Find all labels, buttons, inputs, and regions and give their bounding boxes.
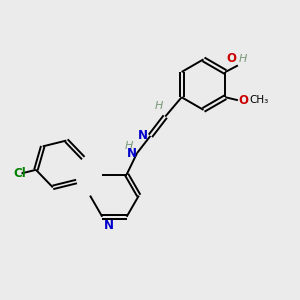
Text: O: O <box>226 52 236 65</box>
Text: H: H <box>125 141 134 151</box>
Text: CH₃: CH₃ <box>249 95 268 105</box>
Text: H: H <box>154 101 163 111</box>
Text: O: O <box>239 94 249 107</box>
Text: Cl: Cl <box>14 167 26 180</box>
Text: N: N <box>104 219 114 232</box>
Text: H: H <box>239 54 248 64</box>
Text: N: N <box>138 129 148 142</box>
Text: N: N <box>126 147 136 160</box>
